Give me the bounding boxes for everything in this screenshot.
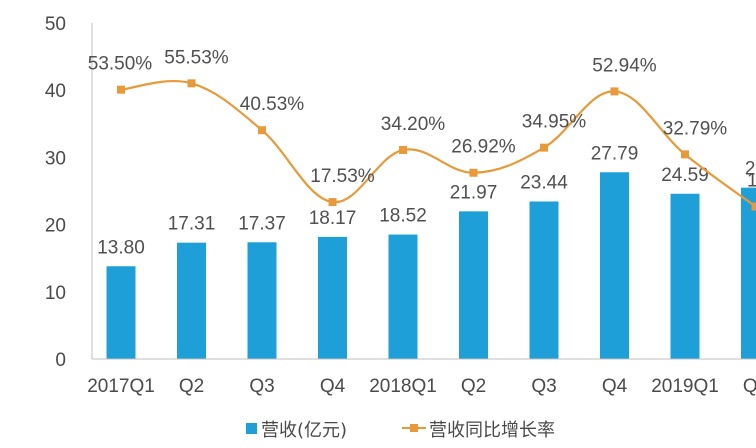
revenue-bar: [670, 193, 700, 359]
revenue-value-label: 21.97: [450, 182, 498, 203]
revenue-bar: [459, 211, 488, 359]
x-category-label: 2018Q1: [369, 376, 437, 397]
revenue-value-label: 13.80: [97, 237, 145, 258]
revenue-bar: [106, 266, 136, 359]
growth-value-label: 16.1: [747, 171, 756, 192]
growth-value-label: 53.50%: [88, 54, 153, 75]
legend-bar-label: 营收(亿元): [261, 420, 347, 441]
revenue-value-label: 17.31: [168, 214, 216, 235]
legend: 营收(亿元) 营收同比增长率: [246, 420, 555, 441]
growth-point: [187, 79, 196, 88]
y-tick-label: 20: [45, 216, 66, 237]
revenue-value-label: 18.17: [309, 208, 357, 229]
revenue-value-label: 23.44: [520, 172, 568, 193]
growth-point: [399, 145, 407, 154]
revenue-value-label: 25: [745, 159, 756, 180]
growth-point: [469, 168, 478, 177]
revenue-bar: [388, 234, 418, 359]
revenue-value-label: 24.59: [661, 165, 709, 186]
growth-value-label: 26.92%: [451, 137, 516, 158]
revenue-bar: [600, 172, 629, 359]
revenue-value-label: 27.79: [591, 143, 639, 164]
growth-value-label: 17.53%: [310, 166, 375, 187]
revenue-bar: [318, 236, 347, 359]
growth-point: [328, 198, 337, 207]
x-category-label: Q2: [743, 376, 756, 397]
revenue-value-label: 17.37: [238, 213, 286, 234]
revenue-value-label: 18.52: [379, 206, 427, 227]
revenue-bar: [741, 187, 756, 359]
y-tick-label: 10: [45, 283, 66, 304]
growth-value-label: 55.53%: [164, 47, 229, 68]
y-tick-label: 30: [45, 148, 66, 169]
x-category-label: Q2: [179, 376, 204, 397]
growth-point: [117, 85, 125, 94]
growth-line-path: [120, 79, 756, 208]
y-tick-label: 40: [45, 81, 66, 102]
x-axis: 2017Q1 Q2 Q3 Q4 2018Q1 Q2 Q3 Q4 2019Q1 Q2: [87, 358, 756, 397]
growth-line-series: 53.50% 55.53% 40.53% 17.53% 34.20%26.92% 34.9…: [88, 47, 756, 211]
x-category-label: Q4: [602, 376, 628, 397]
growth-value-label: 34.20%: [381, 114, 446, 135]
revenue-bar: [529, 201, 559, 359]
x-category-label: Q3: [249, 376, 274, 397]
growth-value-label: 32.79%: [663, 118, 728, 139]
x-category-label: Q4: [320, 376, 346, 397]
y-axis: 0 10 20 30 40 50: [45, 14, 93, 371]
growth-point: [258, 126, 266, 135]
growth-point: [610, 87, 619, 96]
growth-value-label: 34.95%: [522, 112, 587, 133]
x-category-label: 2019Q1: [651, 376, 719, 397]
revenue-bar: [247, 242, 277, 359]
growth-point: [681, 150, 689, 159]
x-category-label: Q3: [531, 376, 556, 397]
y-tick-label: 50: [45, 14, 66, 35]
revenue-bar: [177, 242, 206, 359]
growth-value-label: 52.94%: [592, 55, 657, 76]
legend-line-marker: [410, 424, 418, 432]
growth-value-label: 40.53%: [240, 94, 305, 115]
bar-series: 13.80 17.31 17.37 18.17 18.52 21.97 23.44 27.79…: [97, 143, 756, 359]
legend-line-label: 营收同比增长率: [429, 420, 555, 441]
y-tick-label: 0: [55, 350, 66, 371]
growth-point: [751, 202, 756, 211]
legend-bar-swatch: [246, 423, 257, 434]
growth-point: [540, 143, 548, 152]
x-category-label: Q2: [461, 376, 486, 397]
x-category-label: 2017Q1: [87, 376, 155, 397]
